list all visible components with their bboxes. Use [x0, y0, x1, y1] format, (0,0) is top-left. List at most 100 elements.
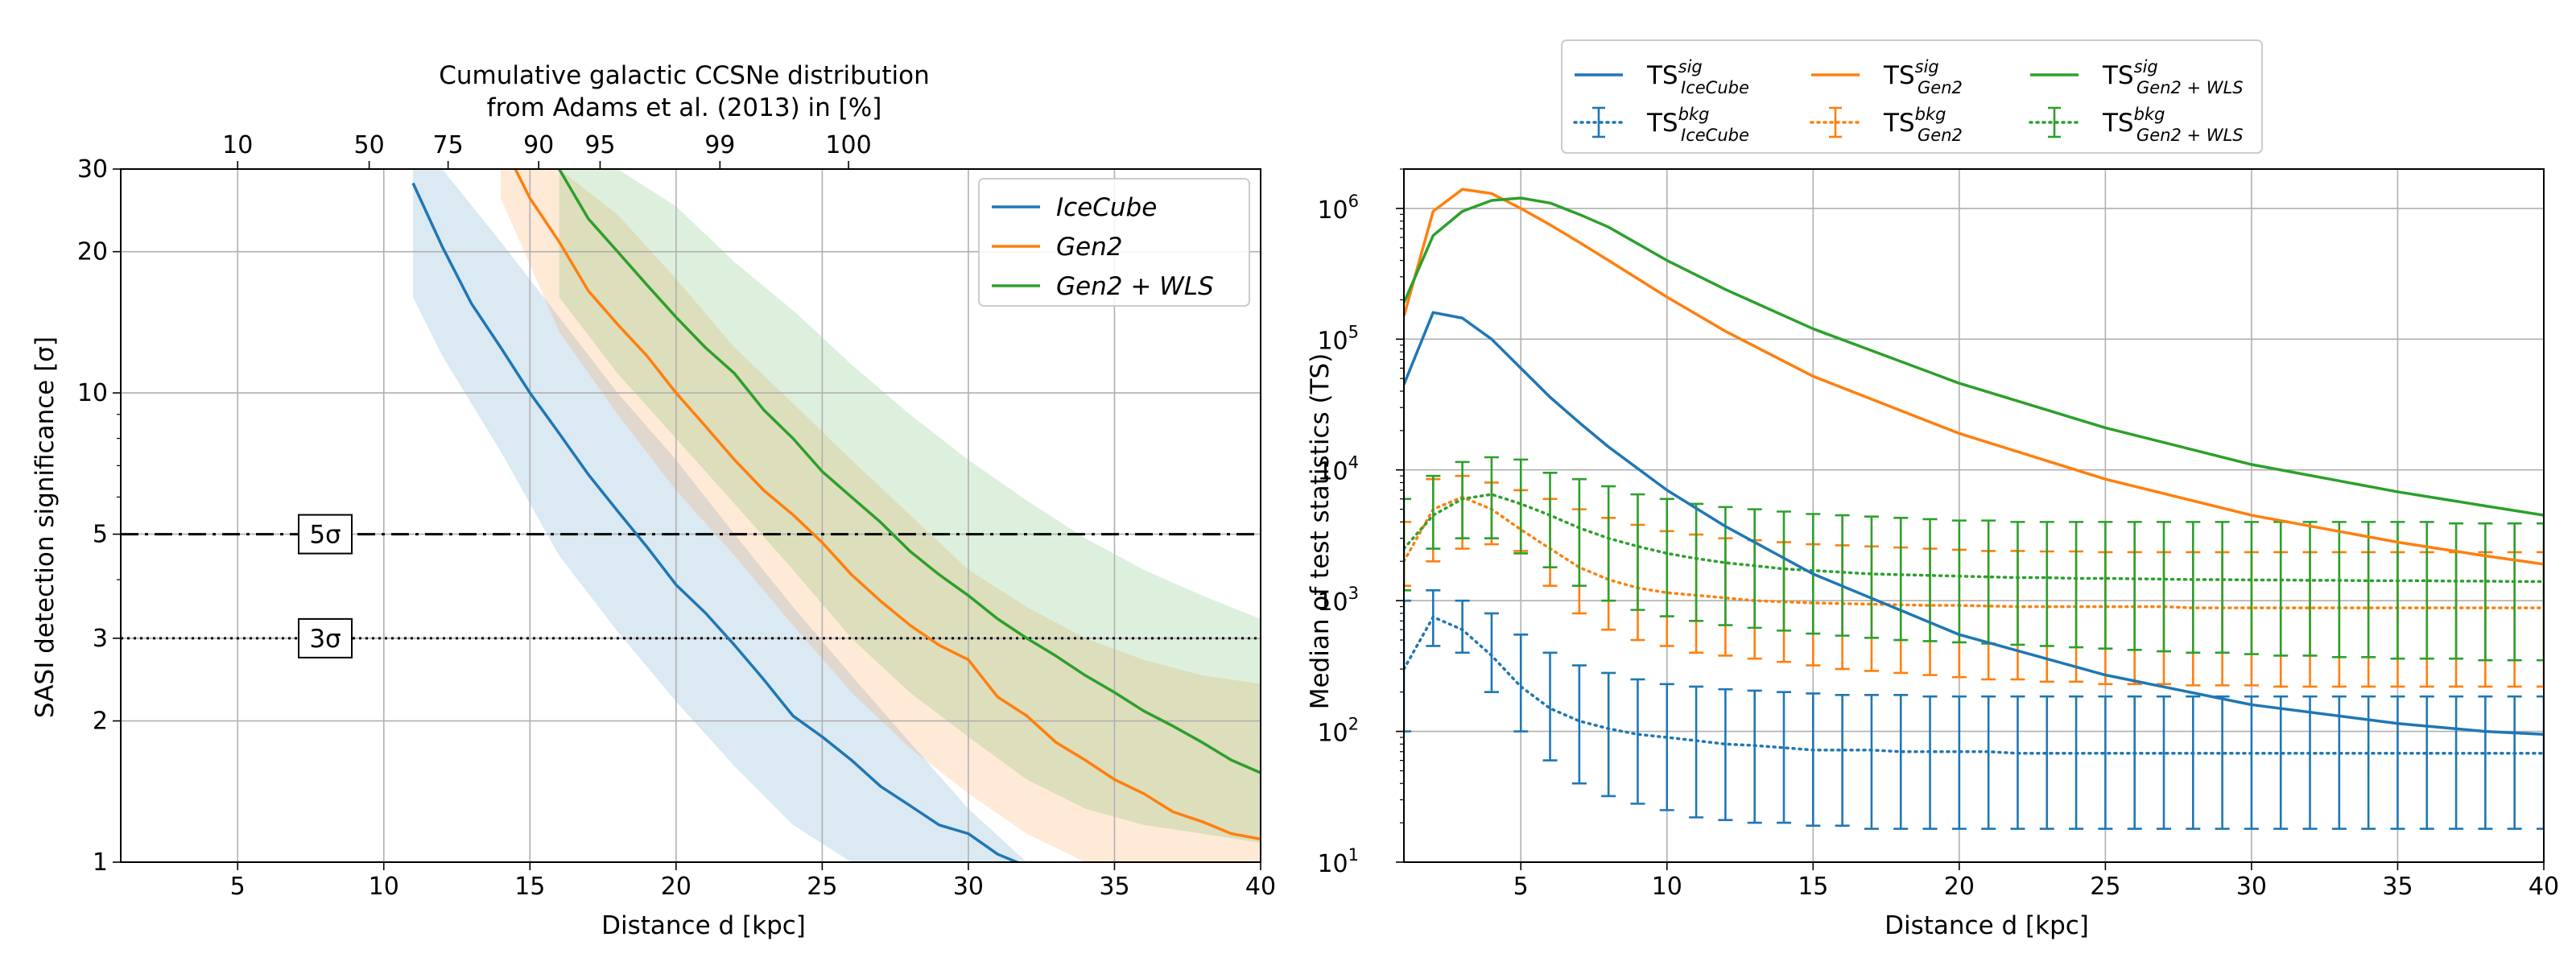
legend-superscript: sig: [1915, 57, 1939, 76]
line-gen2wls: [558, 169, 1261, 774]
legend-label-sig-gen2: TSsig Gen2: [1883, 57, 1963, 97]
legend-label-bkg-gen2wls: TSbkg Gen2 + WLS: [2102, 105, 2244, 145]
legend-main: TS: [1646, 61, 1678, 90]
right-legend-box: [1561, 39, 2263, 154]
line-gen2: [514, 169, 1261, 841]
right-y-tick-label: 103: [1317, 584, 1359, 617]
left-y-tick-label: 3: [93, 625, 108, 653]
left-top-tick-label: 10: [222, 131, 253, 159]
threshold-label-box: [298, 514, 353, 555]
tick-base: 10: [1317, 588, 1348, 617]
legend-label-sig-icecube: TSsig IceCube: [1646, 57, 1749, 97]
left-y-axis-label: SASI detection significance [σ]: [31, 336, 60, 718]
right-x-ticks: 5 10 15 20 25 30 35 40: [1513, 862, 2559, 901]
band-icecube: [413, 169, 1027, 862]
right-x-tick-label: 5: [1513, 873, 1529, 901]
right-x-tick-label: 10: [1652, 873, 1682, 901]
legend-subscript: Gen2 + WLS: [2136, 78, 2244, 97]
left-top-tick-label: 99: [704, 131, 735, 159]
right-x-tick-label: 25: [2090, 873, 2120, 901]
legend-main: TS: [1883, 109, 1915, 138]
legend-superscript: sig: [1678, 57, 1703, 76]
bkg-line-gen2wls: [1404, 493, 2544, 584]
left-x-tick-label: 30: [953, 873, 984, 901]
legend-label-bkg-gen2: TSbkg Gen2: [1883, 105, 1963, 145]
line-icecube: [411, 182, 1021, 862]
left-legend-box: [978, 178, 1250, 307]
left-x-tick-label: 35: [1099, 873, 1129, 901]
legend-superscript: bkg: [2134, 105, 2165, 124]
bkg-line-gen2: [1404, 495, 2544, 609]
threshold-label: 5σ: [309, 521, 341, 550]
sig-line-gen2wls: [1404, 196, 2544, 517]
left-y-tick-label: 30: [77, 155, 108, 184]
legend-superscript: sig: [2134, 57, 2158, 76]
left-x-tick-label: 25: [807, 873, 837, 901]
left-y-tick-label: 1: [93, 848, 108, 877]
legend-label-icecube: IceCube: [1056, 193, 1157, 222]
tick-base: 10: [1317, 458, 1348, 486]
legend-main: TS: [1646, 109, 1678, 138]
tick-exponent: 6: [1348, 192, 1359, 211]
tick-base: 10: [1317, 720, 1348, 748]
left-top-tick-label: 100: [825, 131, 871, 159]
legend-superscript: bkg: [1678, 105, 1710, 124]
right-y-axis-label: Median of test statistics (TS): [1306, 353, 1335, 710]
tick-exponent: 1: [1348, 845, 1359, 865]
left-x-tick-label: 5: [230, 873, 246, 901]
right-grid: [1404, 169, 2545, 863]
right-series: [1404, 188, 2544, 830]
left-x-tick-label: 15: [514, 873, 545, 901]
left-x-tick-label: 40: [1245, 873, 1276, 901]
right-legend: TSsig IceCube TSsig Gen2 TSsig Gen2 + WLSTSbk…: [1561, 39, 2263, 154]
left-x-axis-label: Distance d [kpc]: [601, 911, 806, 940]
left-top-axis-ticks: 10 50 75 90 95 99 100: [222, 131, 872, 169]
legend-subscript: Gen2: [1918, 78, 1963, 97]
threshold-label: 3σ: [309, 625, 341, 654]
right-y-tick-label: 101: [1317, 845, 1359, 878]
tick-exponent: 2: [1348, 715, 1359, 734]
legend-label-sig-gen2wls: TSsig Gen2 + WLS: [2102, 57, 2244, 97]
left-y-tick-label: 20: [77, 238, 108, 266]
tick-base: 10: [1317, 327, 1348, 355]
legend-superscript: bkg: [1915, 105, 1946, 124]
sig-line-gen2: [1404, 188, 2544, 566]
legend-main: TS: [1883, 61, 1915, 90]
left-y-tick-label: 10: [77, 379, 108, 407]
tick-exponent: 4: [1348, 453, 1359, 473]
legend-main: TS: [2102, 61, 2134, 90]
left-top-tick-label: 90: [523, 131, 554, 159]
left-plot-frame: [120, 168, 1261, 863]
left-y-tick-label: 2: [93, 708, 108, 736]
left-top-tick-label: 75: [433, 131, 464, 159]
right-y-tick-label: 102: [1317, 715, 1359, 748]
legend-label-gen2: Gen2: [1056, 233, 1122, 262]
tick-exponent: 3: [1348, 584, 1359, 603]
left-top-tick-label: 50: [354, 131, 385, 159]
right-y-tick-label: 106: [1317, 192, 1359, 225]
right-x-tick-label: 35: [2382, 873, 2413, 901]
right-x-tick-label: 15: [1798, 873, 1828, 901]
right-y-tick-label: 104: [1317, 453, 1359, 486]
tick-base: 10: [1317, 850, 1348, 878]
legend-subscript: Gen2 + WLS: [2136, 126, 2244, 145]
left-top-tick-label: 95: [584, 131, 615, 159]
sig-line-icecube: [1404, 311, 2544, 736]
right-y-tick-label: 105: [1317, 322, 1359, 355]
legend-subscript: IceCube: [1681, 126, 1749, 145]
right-x-axis-label: Distance d [kpc]: [1885, 911, 2089, 940]
legend-label-gen2wls: Gen2 + WLS: [1056, 272, 1214, 301]
legend-subscript: Gen2: [1918, 126, 1963, 145]
right-plot-frame: [1403, 168, 2545, 863]
legend-main: TS: [2102, 109, 2134, 138]
legend-label-bkg-icecube: TSbkg IceCube: [1646, 105, 1749, 145]
legend-subscript: IceCube: [1681, 78, 1749, 97]
left-x-tick-label: 20: [661, 873, 691, 901]
left-legend: IceCube Gen2 Gen2 + WLS: [978, 178, 1250, 307]
left-series-lines: [411, 169, 1261, 862]
tick-base: 10: [1317, 196, 1348, 225]
